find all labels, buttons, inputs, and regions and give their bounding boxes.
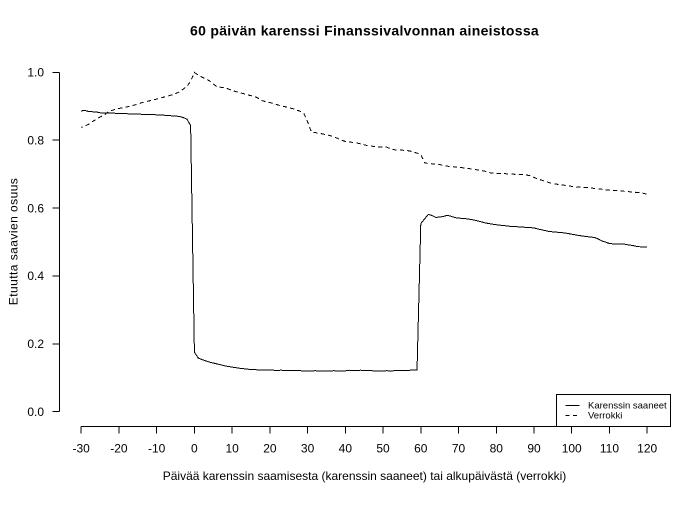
svg-text:-20: -20 <box>110 442 128 456</box>
svg-text:90: 90 <box>527 442 541 456</box>
svg-text:110: 110 <box>600 442 619 456</box>
svg-text:0.2: 0.2 <box>27 337 44 351</box>
svg-text:-30: -30 <box>73 442 91 456</box>
svg-text:100: 100 <box>562 442 582 456</box>
svg-text:70: 70 <box>452 442 466 456</box>
svg-text:Verrokki: Verrokki <box>588 411 622 422</box>
svg-text:40: 40 <box>339 442 353 456</box>
svg-text:-10: -10 <box>148 442 166 456</box>
svg-text:Päivää karenssin saamisesta (k: Päivää karenssin saamisesta (karenssin s… <box>163 469 567 483</box>
svg-text:60 päivän karenssi Finanssival: 60 päivän karenssi Finanssivalvonnan ain… <box>190 23 539 39</box>
svg-text:50: 50 <box>376 442 390 456</box>
svg-text:0.4: 0.4 <box>27 269 44 283</box>
svg-text:0.6: 0.6 <box>27 201 44 215</box>
svg-text:80: 80 <box>490 442 504 456</box>
svg-text:0.8: 0.8 <box>27 134 44 148</box>
svg-text:0.0: 0.0 <box>27 405 44 419</box>
svg-text:1.0: 1.0 <box>27 66 44 80</box>
svg-text:Karenssin saaneet: Karenssin saaneet <box>588 401 667 412</box>
svg-text:120: 120 <box>637 442 657 456</box>
svg-text:10: 10 <box>225 442 239 456</box>
svg-text:0: 0 <box>191 442 198 456</box>
svg-text:Etuutta saavien osuus: Etuutta saavien osuus <box>7 178 21 306</box>
svg-text:30: 30 <box>301 442 315 456</box>
svg-text:60: 60 <box>414 442 428 456</box>
svg-text:20: 20 <box>263 442 277 456</box>
